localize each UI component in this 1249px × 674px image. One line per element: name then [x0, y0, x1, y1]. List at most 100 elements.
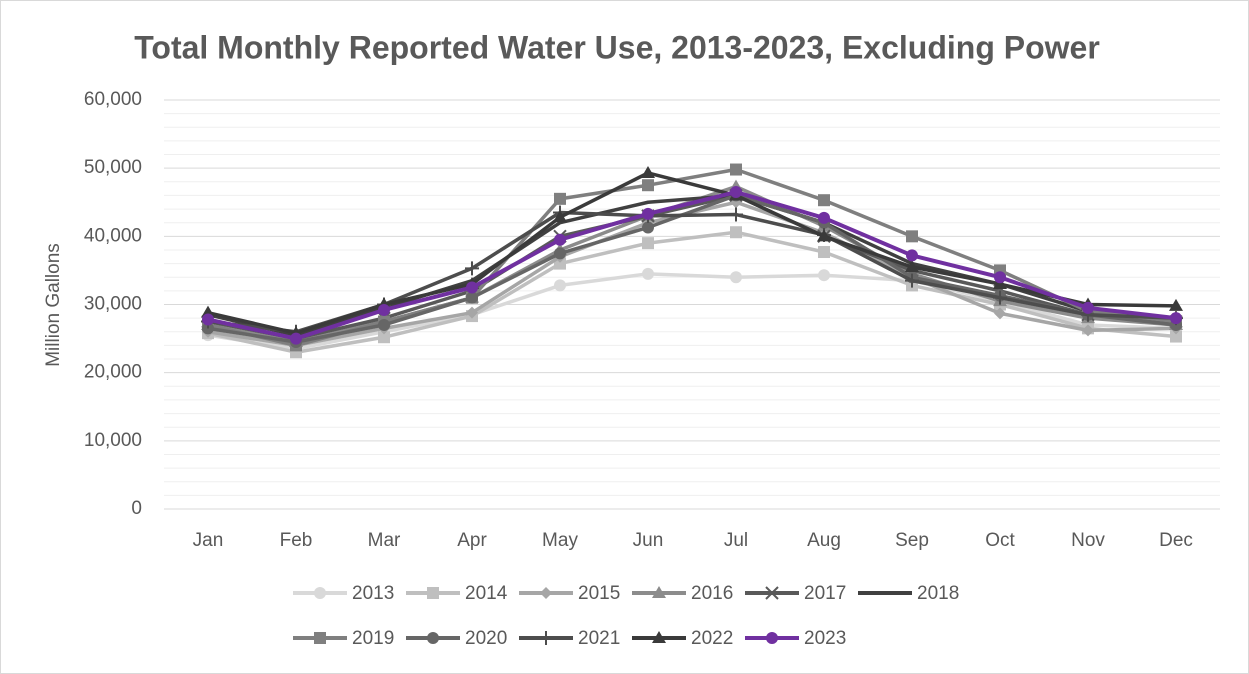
marker [554, 279, 566, 292]
y-tick-label: 40,000 [84, 225, 142, 246]
marker [817, 229, 831, 242]
legend-marker [652, 631, 666, 643]
marker [202, 313, 214, 326]
marker [641, 165, 655, 178]
marker [642, 237, 654, 250]
y-axis-label: Million Gallons [43, 243, 64, 367]
x-tick-label: Oct [985, 530, 1015, 551]
legend-label: 2018 [917, 583, 959, 604]
marker [554, 233, 566, 246]
legend-label: 2014 [465, 583, 508, 604]
x-tick-label: Feb [280, 530, 313, 551]
marker [554, 247, 566, 260]
series-line [207, 171, 1177, 335]
marker [378, 303, 390, 316]
series [202, 186, 1182, 345]
legend-entry: 2021 [519, 628, 620, 649]
legend-label: 2019 [352, 628, 394, 649]
marker [642, 267, 654, 280]
x-tick-label: Nov [1071, 530, 1105, 551]
y-tick-label: 10,000 [84, 430, 142, 451]
marker [905, 260, 919, 273]
x-tick-label: Apr [457, 530, 487, 551]
legend-label: 2015 [578, 583, 620, 604]
legend-entry: 2018 [858, 583, 959, 604]
marker [906, 230, 918, 243]
y-tick-label: 60,000 [84, 89, 142, 110]
legend-marker [314, 632, 326, 644]
legend-label: 2016 [691, 583, 733, 604]
legend-entry: 2019 [293, 628, 394, 649]
chart-title: Total Monthly Reported Water Use, 2013-2… [134, 29, 1100, 65]
legend-marker [540, 587, 552, 599]
legend-entry: 2017 [745, 583, 846, 604]
legend-marker [427, 632, 439, 644]
legend-marker [765, 586, 779, 600]
y-tick-label: 20,000 [84, 362, 142, 383]
legend-entry: 2015 [519, 583, 620, 604]
marker [818, 246, 830, 259]
legend-label: 2013 [352, 583, 394, 604]
marker [905, 273, 919, 288]
marker [642, 179, 654, 192]
marker [994, 307, 1006, 320]
series-line [207, 230, 1177, 354]
legend-entry: 2013 [293, 583, 394, 604]
legend-label: 2021 [578, 628, 620, 649]
marker [818, 211, 830, 224]
y-tick-label: 0 [131, 498, 142, 519]
legend-entry: 2022 [632, 628, 733, 649]
series-line [207, 193, 1177, 341]
series-line [207, 167, 1177, 348]
marker [730, 271, 742, 284]
marker [466, 306, 478, 319]
legend-entry: 2020 [406, 628, 507, 649]
marker [290, 332, 302, 345]
marker [554, 192, 566, 205]
x-tick-label: Jun [633, 530, 664, 551]
marker [993, 290, 1007, 305]
x-tick-label: Sep [895, 530, 929, 551]
marker [1169, 298, 1183, 311]
legend-entry: 2016 [632, 583, 733, 604]
marker [730, 226, 742, 239]
x-tick-label: Jul [724, 530, 748, 551]
marker [466, 281, 478, 294]
series-line [207, 190, 1177, 341]
x-tick-label: Jan [193, 530, 224, 551]
marker [553, 210, 567, 223]
marker [730, 186, 742, 199]
legend-label: 2020 [465, 628, 507, 649]
x-tick-label: Dec [1159, 530, 1193, 551]
legend-marker [427, 587, 439, 599]
marker [378, 318, 390, 331]
legend-marker [652, 586, 666, 598]
legend-marker [539, 631, 553, 645]
marker [642, 221, 654, 234]
marker [818, 194, 830, 207]
marker [1170, 330, 1182, 343]
legend-label: 2023 [804, 628, 846, 649]
legend-marker [766, 632, 778, 644]
y-tick-label: 30,000 [84, 294, 142, 315]
x-tick-label: May [542, 530, 578, 551]
marker [994, 271, 1006, 284]
marker [378, 331, 390, 344]
legend-label: 2022 [691, 628, 733, 649]
marker [906, 249, 918, 262]
legend-label: 2017 [804, 583, 846, 604]
marker [1170, 312, 1182, 325]
y-tick-label: 50,000 [84, 157, 142, 178]
marker [1082, 324, 1094, 337]
legend-entry: 2014 [406, 583, 508, 604]
marker [466, 291, 478, 304]
legend-marker [314, 587, 326, 599]
marker [642, 207, 654, 220]
marker [465, 261, 479, 276]
marker [818, 269, 830, 282]
marker [1082, 301, 1094, 314]
x-tick-label: Aug [807, 530, 841, 551]
x-tick-label: Mar [368, 530, 401, 551]
